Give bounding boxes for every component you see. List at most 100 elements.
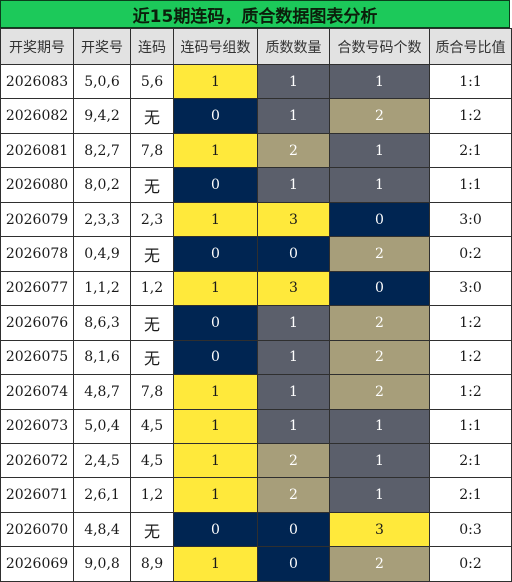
composite-cell: 2 [329, 305, 430, 341]
lian-cell: 4,5 [130, 442, 174, 479]
issue-cell: 2026072 [0, 442, 74, 479]
groups-cell: 1 [173, 270, 258, 307]
page-title: 近15期连码，质合数据图表分析 [0, 0, 510, 28]
numbers-cell: 1,1,2 [73, 270, 131, 307]
prime-cell: 2 [257, 132, 330, 169]
ratio-cell: 1:2 [429, 98, 512, 134]
issue-cell: 2026071 [0, 477, 74, 513]
prime-cell: 3 [257, 201, 330, 238]
issue-cell: 2026069 [0, 546, 74, 582]
header-numbers: 开奖号 [73, 28, 131, 65]
numbers-cell: 2,3,3 [73, 201, 131, 238]
table-row: 2026080 8,0,2 无 0 1 1 1:1 [0, 167, 512, 203]
table-row: 2026073 5,0,4 4,5 1 1 1 1:1 [0, 408, 512, 444]
groups-cell: 1 [173, 408, 258, 444]
ratio-cell: 1:2 [429, 305, 512, 341]
header-groups: 连码号组数 [173, 28, 258, 65]
prime-cell: 1 [257, 63, 330, 100]
groups-cell: 1 [173, 546, 258, 582]
lian-cell: 5,6 [130, 63, 174, 100]
lian-cell: 8,9 [130, 546, 174, 582]
groups-cell: 0 [173, 98, 258, 134]
prime-cell: 1 [257, 408, 330, 444]
table-row: 2026077 1,1,2 1,2 1 3 0 3:0 [0, 270, 512, 307]
numbers-cell: 4,8,7 [73, 374, 131, 410]
ratio-cell: 2:1 [429, 442, 512, 479]
header-ratio: 质合号比值 [429, 28, 512, 65]
lian-cell: 7,8 [130, 132, 174, 169]
header-prime: 质数数量 [257, 28, 330, 65]
groups-cell: 1 [173, 63, 258, 100]
table-row: 2026075 8,1,6 无 0 1 2 1:2 [0, 339, 512, 376]
ratio-cell: 1:2 [429, 339, 512, 376]
prime-cell: 0 [257, 236, 330, 272]
table-row: 2026076 8,6,3 无 0 1 2 1:2 [0, 305, 512, 341]
ratio-cell: 3:0 [429, 201, 512, 238]
groups-cell: 0 [173, 236, 258, 272]
issue-cell: 2026075 [0, 339, 74, 376]
groups-cell: 0 [173, 511, 258, 548]
groups-cell: 0 [173, 339, 258, 376]
numbers-cell: 8,1,6 [73, 339, 131, 376]
composite-cell: 1 [329, 167, 430, 203]
composite-cell: 1 [329, 132, 430, 169]
lian-cell: 7,8 [130, 374, 174, 410]
composite-cell: 2 [329, 374, 430, 410]
numbers-cell: 5,0,4 [73, 408, 131, 444]
numbers-cell: 9,0,8 [73, 546, 131, 582]
composite-cell: 3 [329, 511, 430, 548]
table-row: 2026069 9,0,8 8,9 1 0 2 0:2 [0, 546, 512, 582]
header-issue: 开奖期号 [0, 28, 74, 65]
table-row: 2026071 2,6,1 1,2 1 2 1 2:1 [0, 477, 512, 513]
table-row: 2026082 9,4,2 无 0 1 2 1:2 [0, 98, 512, 134]
table-row: 2026083 5,0,6 5,6 1 1 1 1:1 [0, 63, 512, 100]
issue-cell: 2026083 [0, 63, 74, 100]
table-row: 2026079 2,3,3 2,3 1 3 0 3:0 [0, 201, 512, 238]
data-table: 开奖期号 开奖号 连码 连码号组数 质数数量 合数号码个数 质合号比值 2026… [0, 28, 512, 582]
numbers-cell: 8,0,2 [73, 167, 131, 203]
prime-cell: 2 [257, 442, 330, 479]
lian-cell: 1,2 [130, 270, 174, 307]
lian-cell: 4,5 [130, 408, 174, 444]
ratio-cell: 1:1 [429, 408, 512, 444]
issue-cell: 2026074 [0, 374, 74, 410]
header-composite: 合数号码个数 [329, 28, 430, 65]
issue-cell: 2026073 [0, 408, 74, 444]
numbers-cell: 9,4,2 [73, 98, 131, 134]
lian-cell: 无 [130, 339, 174, 376]
composite-cell: 0 [329, 270, 430, 307]
ratio-cell: 0:2 [429, 546, 512, 582]
lian-cell: 无 [130, 511, 174, 548]
prime-cell: 1 [257, 339, 330, 376]
numbers-cell: 5,0,6 [73, 63, 131, 100]
ratio-cell: 1:1 [429, 167, 512, 203]
composite-cell: 0 [329, 201, 430, 238]
issue-cell: 2026070 [0, 511, 74, 548]
prime-cell: 0 [257, 546, 330, 582]
prime-cell: 1 [257, 167, 330, 203]
composite-cell: 2 [329, 236, 430, 272]
issue-cell: 2026082 [0, 98, 74, 134]
issue-cell: 2026080 [0, 167, 74, 203]
issue-cell: 2026076 [0, 305, 74, 341]
table-row: 2026074 4,8,7 7,8 1 1 2 1:2 [0, 374, 512, 410]
table-body: 2026083 5,0,6 5,6 1 1 1 1:1 2026082 9,4,2 无 0 1 2 1:2… [0, 63, 512, 582]
numbers-cell: 2,4,5 [73, 442, 131, 479]
ratio-cell: 2:1 [429, 477, 512, 513]
ratio-cell: 1:1 [429, 63, 512, 100]
lian-cell: 无 [130, 236, 174, 272]
numbers-cell: 8,2,7 [73, 132, 131, 169]
prime-cell: 1 [257, 305, 330, 341]
issue-cell: 2026078 [0, 236, 74, 272]
composite-cell: 1 [329, 442, 430, 479]
composite-cell: 1 [329, 408, 430, 444]
lian-cell: 1,2 [130, 477, 174, 513]
groups-cell: 1 [173, 201, 258, 238]
groups-cell: 1 [173, 477, 258, 513]
composite-cell: 1 [329, 477, 430, 513]
table-row: 2026078 0,4,9 无 0 0 2 0:2 [0, 236, 512, 272]
table-row: 2026070 4,8,4 无 0 0 3 0:3 [0, 511, 512, 548]
prime-cell: 1 [257, 374, 330, 410]
composite-cell: 1 [329, 63, 430, 100]
